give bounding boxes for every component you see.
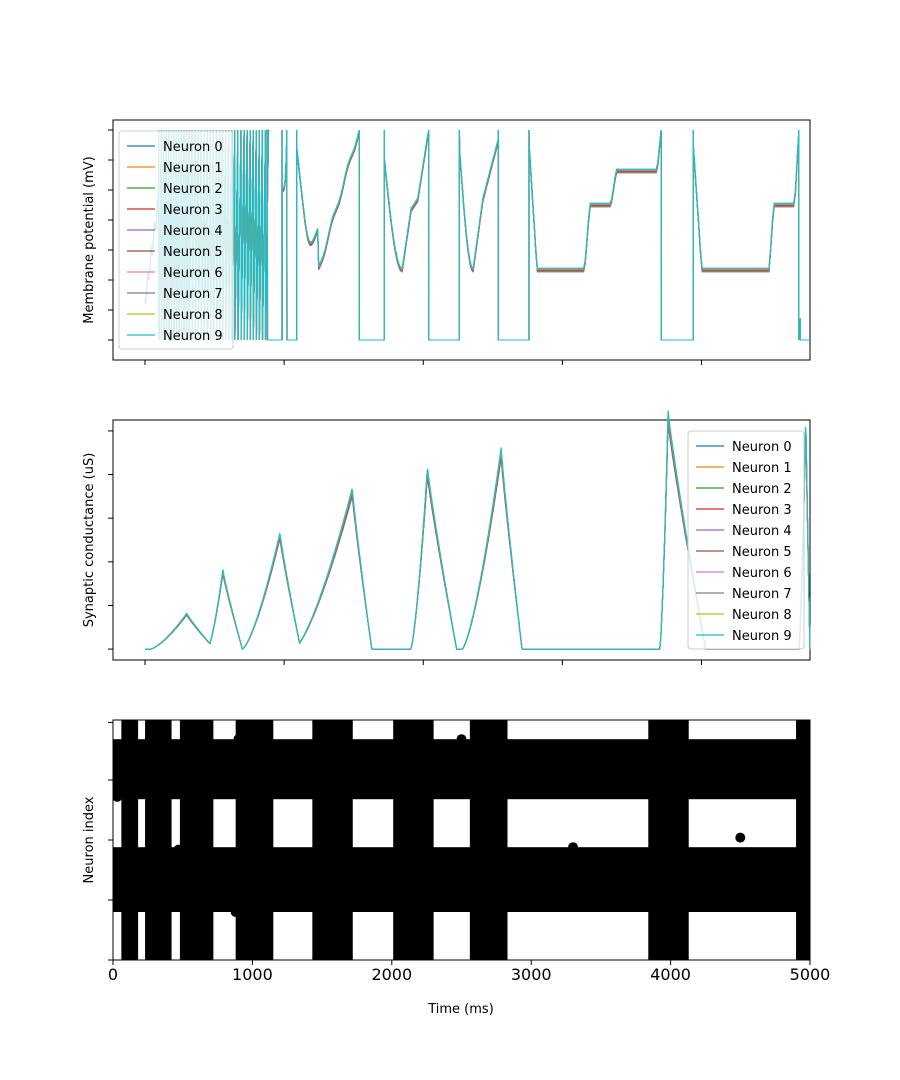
membrane-y-axis-label: Membrane potential (mV) — [82, 156, 97, 323]
raster-spike-dot — [456, 734, 467, 745]
conductance-y-ticks — [108, 430, 113, 650]
raster-spike-dot — [230, 907, 241, 917]
conductance-legend: Neuron 0 Neuron 1 Neuron 2 Neuron 3 Neuron 4… — [687, 430, 805, 650]
raster-lower-spike-band — [113, 847, 810, 912]
x-tick-label: 0 — [108, 965, 118, 984]
raster-clip-group — [113, 720, 810, 960]
raster-spike-dot — [128, 753, 139, 764]
conductance-x-ticks — [144, 660, 702, 665]
membrane-legend-entry: Neuron 9 — [163, 329, 223, 344]
x-tick-label: 4000 — [650, 965, 691, 984]
membrane-trace-9 — [144, 129, 810, 341]
membrane-legend-entry: Neuron 6 — [163, 266, 223, 281]
x-tick-label: 2000 — [371, 965, 412, 984]
x-tick-label: 5000 — [790, 965, 831, 984]
raster-x-axis-label: Time (ms) — [427, 1002, 494, 1017]
membrane-legend-entry: Neuron 3 — [163, 203, 223, 218]
membrane-legend: Neuron 0 Neuron 1 Neuron 2 Neuron 3 Neuron 4… — [118, 130, 234, 350]
raster-spike-dot — [113, 791, 123, 802]
membrane-legend-entry: Neuron 4 — [163, 224, 223, 239]
raster-burst-8 — [796, 720, 810, 960]
conductance-legend-entry: Neuron 6 — [732, 566, 792, 581]
raster-x-ticks: 0 1000 2000 3000 4000 5000 — [108, 960, 830, 984]
raster-spike-dot — [173, 844, 184, 855]
x-tick-label: 3000 — [511, 965, 552, 984]
conductance-legend-entry: Neuron 1 — [732, 461, 792, 476]
raster-spike-dot — [119, 755, 130, 766]
raster-spike-dot — [735, 832, 746, 843]
conductance-legend-entry: Neuron 9 — [732, 629, 792, 644]
raster-y-ticks — [108, 721, 113, 961]
conductance-y-axis-label: Synaptic conductance (uS) — [82, 453, 97, 628]
raster-burst-3 — [235, 720, 274, 960]
membrane-legend-entry: Neuron 7 — [163, 287, 223, 302]
membrane-potential-panel: Membrane potential (mV) Neuron 0 Neuron 1… — [82, 119, 811, 365]
raster-burst-2 — [179, 720, 214, 960]
raster-y-axis-label: Neuron index — [82, 796, 97, 883]
conductance-legend-entry: Neuron 8 — [732, 608, 792, 623]
conductance-legend-entry: Neuron 0 — [732, 440, 792, 455]
conductance-legend-entry: Neuron 4 — [732, 524, 792, 539]
membrane-legend-entry: Neuron 1 — [163, 161, 223, 176]
x-tick-label: 1000 — [232, 965, 273, 984]
raster-burst-7 — [648, 720, 689, 960]
raster-burst-1 — [145, 720, 172, 960]
conductance-legend-entry: Neuron 2 — [732, 482, 792, 497]
raster-spike-dot — [800, 815, 810, 826]
synaptic-conductance-panel: Synaptic conductance (uS) Neuron 0Neuron… — [82, 410, 811, 665]
conductance-legend-frame — [687, 430, 805, 650]
membrane-legend-entry: Neuron 5 — [163, 245, 223, 260]
raster-upper-spike-band — [113, 739, 810, 800]
raster-burst-5 — [393, 720, 434, 960]
membrane-traces — [144, 129, 810, 341]
membrane-x-ticks — [144, 360, 702, 365]
conductance-legend-entry: Neuron 7 — [732, 587, 792, 602]
conductance-legend-entry: Neuron 5 — [732, 545, 792, 560]
membrane-legend-entry: Neuron 0 — [163, 140, 223, 155]
membrane-legend-frame — [118, 130, 234, 350]
membrane-legend-entry: Neuron 8 — [163, 308, 223, 323]
raster-spike-dot — [233, 734, 244, 745]
raster-burst-0 — [121, 720, 139, 960]
membrane-legend-entry: Neuron 2 — [163, 182, 223, 197]
raster-panel: 0 1000 2000 3000 4000 5000 Time (ms) Neuron i… — [82, 719, 830, 1017]
raster-spike-marks — [113, 720, 810, 960]
raster-spike-dot — [113, 875, 123, 886]
raster-burst-4 — [312, 720, 353, 960]
raster-burst-6 — [469, 720, 508, 960]
membrane-y-ticks — [108, 129, 113, 341]
conductance-legend-entry: Neuron 3 — [732, 503, 792, 518]
raster-spike-dot — [568, 842, 579, 853]
